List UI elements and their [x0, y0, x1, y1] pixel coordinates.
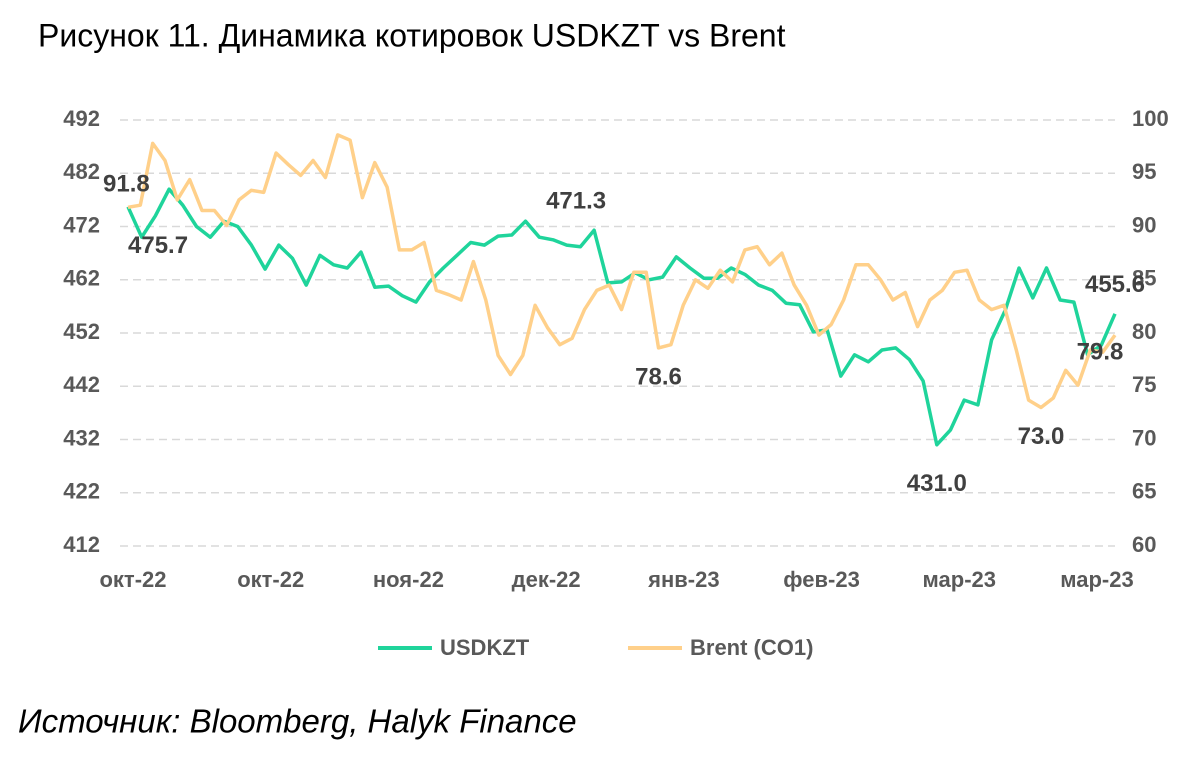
x-tick-label: мар-23	[1060, 567, 1133, 592]
y-tick-label: 422	[63, 479, 100, 504]
y-tick-label: 492	[63, 106, 100, 131]
series-line	[126, 187, 1117, 447]
y2-tick-label: 70	[1132, 425, 1156, 450]
data-label: 79.8	[1077, 338, 1124, 365]
x-tick-label: ноя-22	[373, 567, 444, 592]
x-tick-label: фев-23	[783, 567, 860, 592]
y2-tick-label: 100	[1132, 106, 1169, 131]
y2-tick-label: 90	[1132, 212, 1156, 237]
y2-tick-label: 80	[1132, 319, 1156, 344]
data-label: 91.8	[103, 171, 150, 198]
data-label: 455.6	[1085, 271, 1145, 298]
y-tick-label: 442	[63, 372, 100, 397]
data-label: 431.0	[907, 470, 967, 497]
y2-tick-label: 85	[1132, 266, 1156, 291]
y2-tick-label: 60	[1132, 532, 1156, 557]
y-tick-label: 452	[63, 319, 100, 344]
y2-tick-label: 75	[1132, 372, 1156, 397]
y2-tick-label: 65	[1132, 479, 1156, 504]
x-tick-label: окт-22	[99, 567, 166, 592]
y-tick-label: 472	[63, 212, 100, 237]
chart-title: Рисунок 11. Динамика котировок USDKZT vs…	[38, 17, 786, 53]
series-line	[127, 133, 1117, 410]
data-label: 471.3	[546, 188, 606, 215]
legend-label: Brent (CO1)	[690, 635, 813, 660]
data-label: 78.6	[635, 363, 682, 390]
y-tick-label: 482	[63, 159, 100, 184]
y-tick-label: 462	[63, 266, 100, 291]
y-tick-label: 432	[63, 425, 100, 450]
y-tick-label: 412	[63, 532, 100, 557]
x-tick-label: янв-23	[647, 567, 719, 592]
x-tick-label: дек-22	[512, 567, 581, 592]
data-label: 73.0	[1018, 423, 1065, 450]
data-label: 475.7	[128, 232, 188, 259]
legend-label: USDKZT	[440, 635, 530, 660]
y2-tick-label: 95	[1132, 159, 1156, 184]
x-tick-label: окт-22	[237, 567, 304, 592]
x-tick-label: мар-23	[923, 567, 996, 592]
source-note: Источник: Bloomberg, Halyk Finance	[18, 703, 577, 740]
